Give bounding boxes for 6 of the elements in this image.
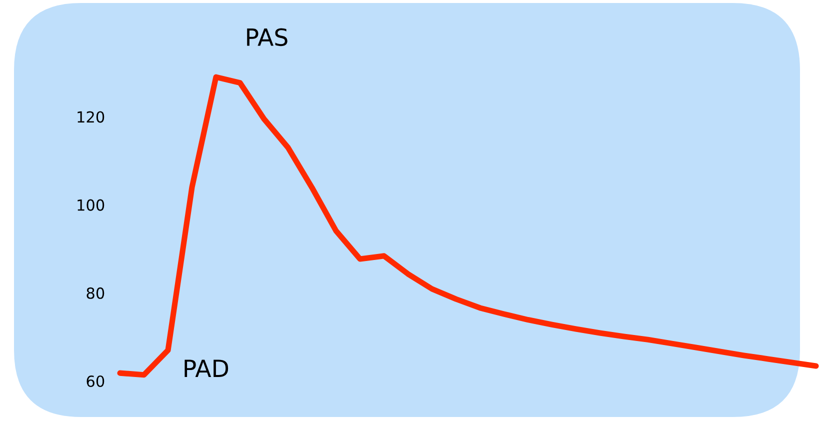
y-tick-label: 80 bbox=[86, 287, 104, 299]
y-tick-label: 120 bbox=[78, 111, 104, 123]
y-tick-label: 100 bbox=[78, 199, 104, 211]
annotation: PAD bbox=[184, 360, 228, 377]
y-tick-label: 60 bbox=[86, 375, 104, 388]
annotation: PAS bbox=[247, 28, 288, 46]
